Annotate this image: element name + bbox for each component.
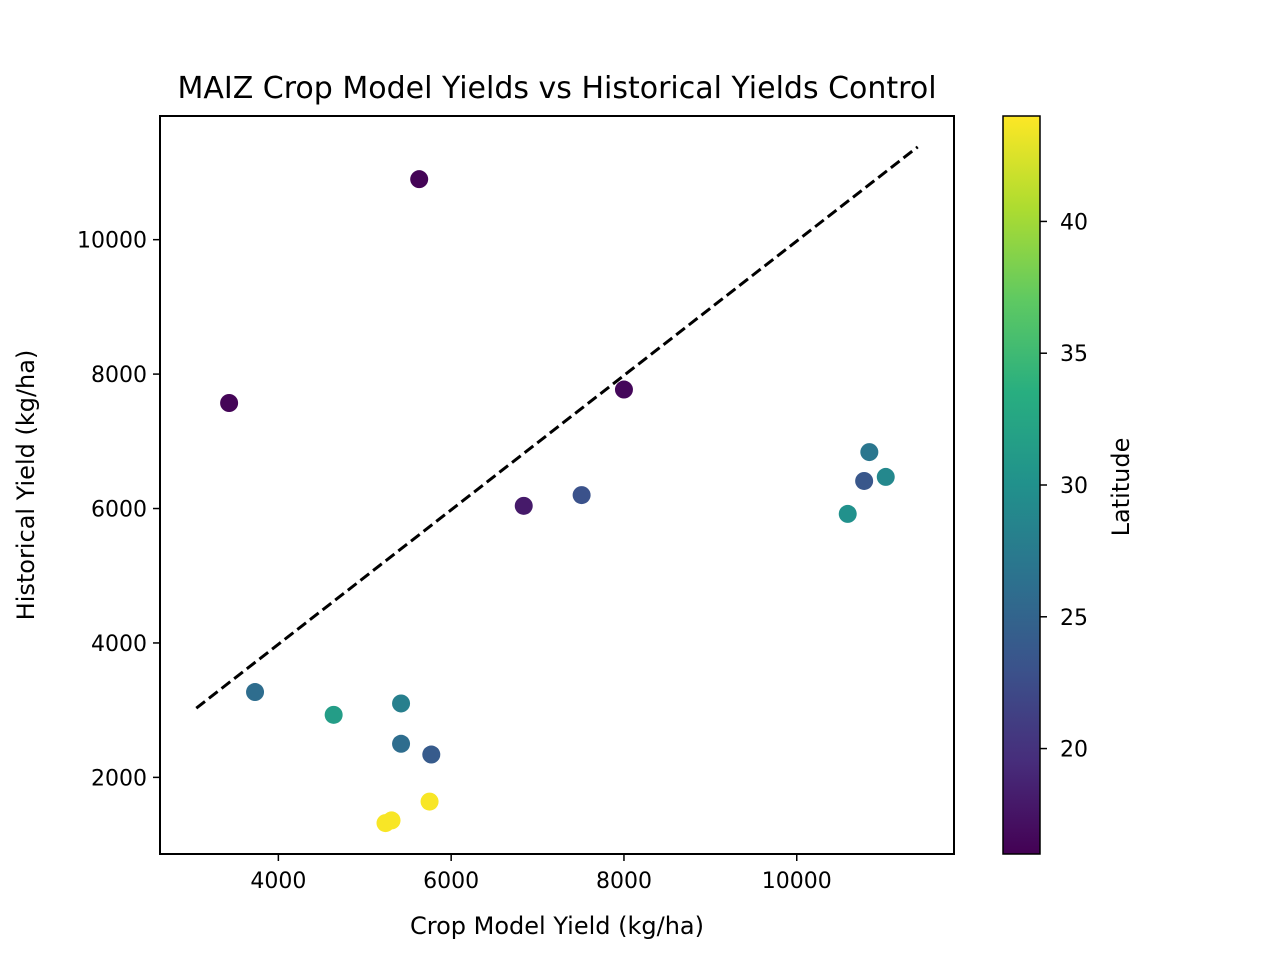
colorbar-axis: 20 25 30 35 40: [1040, 210, 1088, 763]
colorbar-tick-label: 40: [1060, 210, 1088, 235]
plot-frame: [159, 115, 955, 855]
data-point-8: [876, 467, 895, 486]
x-tick-label: 4000: [250, 869, 306, 894]
colorbar-tick-label: 30: [1060, 474, 1088, 499]
colorbar: [1002, 115, 1041, 855]
data-point-1: [410, 170, 429, 189]
data-point-5: [572, 486, 591, 505]
data-point-17: [382, 811, 401, 830]
colorbar-tick-label: 20: [1060, 738, 1088, 763]
y-tick-label: 10000: [77, 229, 147, 254]
data-point-15: [420, 792, 439, 811]
colorbar-tick-label: 35: [1060, 342, 1088, 367]
y-axis-label: Historical Yield (kg/ha): [12, 350, 40, 621]
x-tick-label: 6000: [423, 869, 479, 894]
x-tick-label: 10000: [762, 869, 832, 894]
x-axis: 4000 6000 8000 10000: [250, 854, 832, 894]
data-point-4: [514, 496, 533, 515]
data-point-2: [220, 394, 239, 412]
colorbar-label: Latitude: [1107, 438, 1135, 537]
data-point-12: [392, 694, 411, 713]
data-point-3: [614, 380, 633, 399]
reference-line: [195, 145, 919, 710]
data-point-14: [422, 745, 441, 764]
plot-area: [195, 145, 919, 833]
y-tick-label: 2000: [91, 766, 147, 791]
data-point-11: [324, 705, 343, 724]
y-tick-label: 6000: [91, 498, 147, 523]
y-tick-label: 8000: [91, 363, 147, 388]
data-point-6: [860, 443, 879, 462]
x-axis-label: Crop Model Yield (kg/ha): [410, 912, 704, 940]
y-tick-label: 4000: [91, 632, 147, 657]
data-point-7: [855, 471, 874, 490]
chart-title: MAIZ Crop Model Yields vs Historical Yie…: [177, 71, 936, 106]
data-point-9: [838, 504, 857, 523]
data-point-10: [246, 683, 265, 702]
data-point-13: [392, 734, 411, 753]
y-axis: 2000 4000 6000 8000 10000: [77, 229, 160, 791]
x-tick-label: 8000: [596, 869, 652, 894]
colorbar-tick-label: 25: [1060, 606, 1088, 631]
